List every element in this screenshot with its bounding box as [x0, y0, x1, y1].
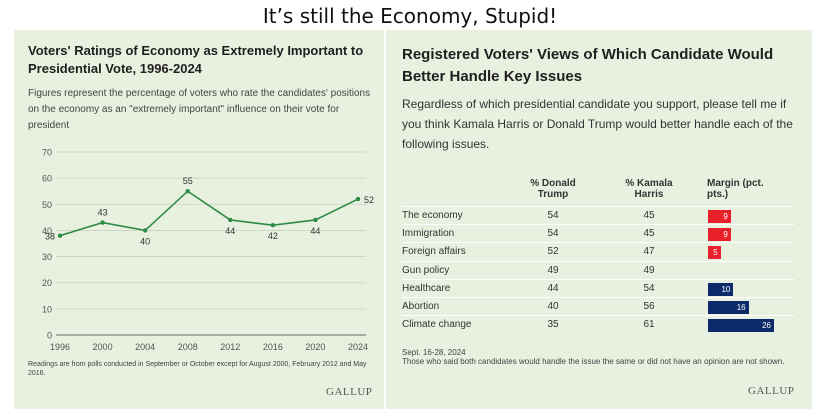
y-tick-label: 20	[42, 278, 52, 288]
series-line	[59, 190, 359, 237]
y-tick-label: 10	[42, 304, 52, 314]
table-row: Gun policy 49 49	[402, 260, 794, 279]
harris-value: 45	[643, 210, 655, 221]
economy-importance-panel: Voters' Ratings of Economy as Extremely …	[14, 30, 384, 409]
y-tick-label: 70	[42, 148, 52, 158]
x-tick-label: 2024	[348, 342, 368, 352]
data-label: 40	[140, 236, 150, 246]
x-tick-label: 2008	[178, 342, 198, 352]
harris-value: 47	[643, 246, 655, 258]
table-row: Foreign affairs 52 47 5	[402, 242, 794, 260]
table-row: Abortion 40 56 16	[402, 296, 794, 315]
table-header: % Donald Trump % Kamala Harris Margin (p…	[402, 178, 794, 206]
issue-label: Foreign affairs	[402, 246, 466, 258]
issue-label: Healthcare	[402, 282, 451, 294]
trump-value: 54	[547, 228, 559, 240]
y-tick-label: 60	[42, 174, 52, 184]
table-row: Healthcare 44 54 10	[402, 278, 794, 297]
trump-value: 35	[547, 319, 559, 331]
candidate-issues-panel: Registered Voters' Views of Which Candid…	[386, 30, 812, 409]
data-point	[228, 217, 233, 223]
issue-label: Gun policy	[402, 264, 450, 276]
y-tick-label: 0	[47, 331, 52, 341]
trump-value: 49	[547, 264, 559, 276]
gallup-logo-right: GALLUP	[748, 385, 795, 397]
header-trump: % Donald Trump	[530, 178, 576, 200]
margin-bar: 5	[708, 246, 721, 260]
x-tick-label: 2012	[220, 342, 240, 352]
x-tick-label: 2020	[305, 342, 325, 352]
margin-bar: 9	[708, 228, 731, 242]
slide-title: It’s still the Economy, Stupid!	[262, 4, 558, 28]
survey-question: Regardless of which presidential candida…	[402, 97, 793, 151]
table-row: The economy 54 45 9	[402, 206, 794, 224]
harris-value: 56	[643, 300, 655, 312]
line-chart-title: Voters' Ratings of Economy as Extremely …	[28, 43, 364, 76]
issues-table: % Donald Trump % Kamala Harris Margin (p…	[402, 178, 794, 333]
line-chart-note: Readings are from polls conducted in Sep…	[28, 361, 367, 377]
data-point	[270, 223, 276, 228]
table-note: Those who said both candidates would han…	[402, 357, 785, 366]
data-point	[313, 217, 318, 223]
harris-value: 45	[643, 228, 655, 240]
harris-value: 61	[643, 319, 655, 331]
data-label: 43	[98, 208, 108, 218]
line-chart: 0 10 20 30 40 50 60 70 1996 2000 2004 2008 2012 2016 2…	[42, 148, 374, 353]
trump-value: 40	[547, 300, 559, 312]
data-label: 44	[310, 226, 320, 236]
data-label: 38	[45, 232, 55, 242]
issue-label: The economy	[402, 210, 463, 221]
issue-label: Immigration	[402, 228, 455, 240]
harris-value: 49	[643, 264, 655, 276]
survey-date: Sept. 16-28, 2024	[402, 348, 466, 357]
issue-label: Abortion	[402, 300, 440, 312]
margin-bar: 16	[708, 300, 749, 314]
data-point	[100, 220, 105, 225]
margin-bar: 26	[708, 319, 774, 333]
issue-label: Climate change	[402, 319, 472, 331]
table-title: Registered Voters' Views of Which Candid…	[402, 46, 774, 85]
header-margin: Margin (pct. pts.)	[707, 178, 764, 200]
y-tick-label: 50	[42, 200, 52, 210]
data-label: 52	[364, 195, 374, 205]
data-point	[185, 189, 190, 194]
data-point	[355, 196, 361, 202]
table-row: Climate change 35 61 26	[402, 315, 794, 333]
header-harris: % Kamala Harris	[625, 178, 673, 200]
y-tick-label: 40	[42, 226, 52, 236]
data-label: 55	[183, 176, 193, 186]
data-label: 44	[225, 226, 235, 236]
gallup-logo-left: GALLUP	[326, 386, 373, 398]
x-tick-label: 2004	[135, 342, 155, 352]
x-tick-label: 2000	[93, 342, 113, 352]
table-row: Immigration 54 45 9	[402, 224, 794, 242]
data-point	[57, 233, 63, 238]
data-label: 42	[268, 231, 278, 241]
trump-value: 54	[547, 210, 559, 221]
trump-value: 44	[547, 282, 559, 294]
data-point	[142, 228, 148, 233]
x-tick-label: 1996	[50, 342, 70, 352]
line-chart-subtitle: Figures represent the percentage of vote…	[28, 88, 371, 131]
margin-bar: 9	[708, 210, 731, 223]
x-tick-label: 2016	[263, 342, 283, 352]
table-body: The economy 54 45 9 Immigration 54 45 9 Foreign …	[402, 206, 794, 333]
harris-value: 54	[643, 282, 655, 294]
trump-value: 52	[547, 246, 559, 258]
margin-bar: 10	[708, 282, 734, 296]
y-tick-label: 30	[42, 252, 52, 262]
